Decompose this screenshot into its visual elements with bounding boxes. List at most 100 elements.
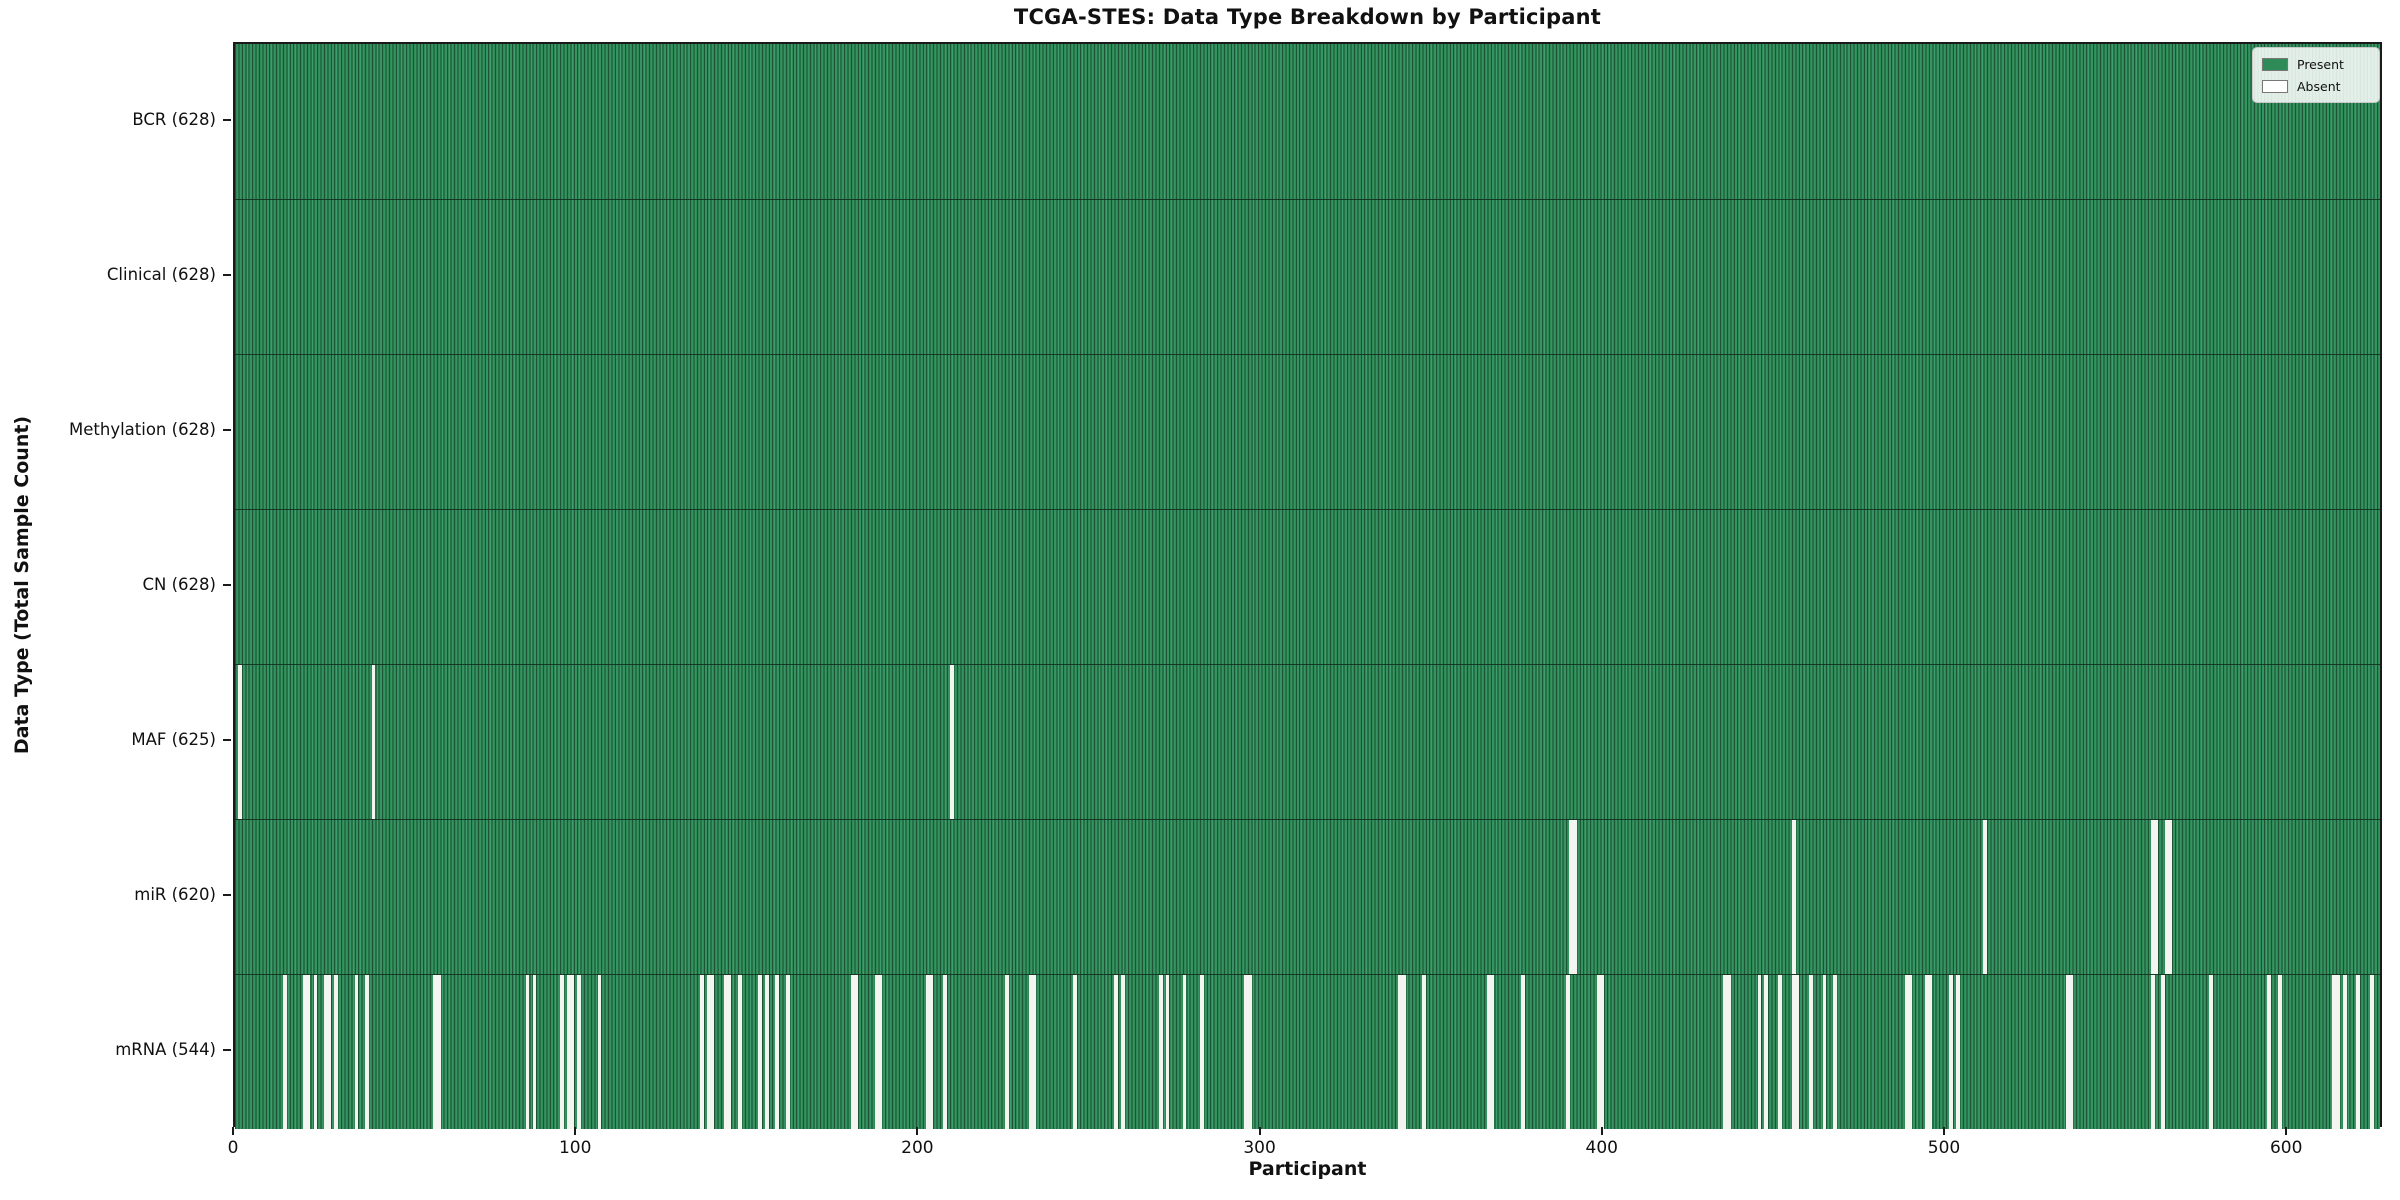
absent-stripe [727,975,732,1129]
y-tick-label-mRNA: mRNA (544) [115,1039,216,1059]
absent-stripe [785,975,790,1129]
x-tick-label-200: 200 [901,1138,934,1158]
absent-stripe [2332,975,2337,1129]
absent-stripe [737,975,742,1129]
row-band-Clinical [235,199,2380,354]
absent-stripe [1158,975,1163,1129]
absent-stripe [1904,975,1909,1129]
y-tick-label-MAF: MAF (625) [131,729,216,749]
row-band-miR [235,819,2380,974]
y-tick-label-Methylation: Methylation (628) [69,419,216,439]
row-band-BCR [235,44,2380,199]
absent-stripe [436,975,441,1129]
absent-stripe [597,975,602,1129]
absent-stripe [1565,975,1570,1129]
y-tick [223,273,231,276]
row-band-Methylation [235,354,2380,509]
absent-stripe [323,975,328,1129]
absent-stripe [1032,975,1036,1129]
absent-stripe [1247,975,1252,1129]
x-tick-label-500: 500 [1927,1138,1961,1158]
absent-stripe [364,975,369,1129]
absent-stripe [707,975,711,1129]
absent-stripe [1908,975,1912,1129]
absent-stripe [2154,820,2159,974]
x-tick [1600,1127,1603,1135]
absent-stripe [1165,975,1170,1129]
absent-stripe [1521,975,1526,1129]
absent-stripe [1757,975,1762,1129]
row-band-mRNA [235,974,2380,1129]
absent-stripe [282,975,287,1129]
absent-stripe [2151,975,2155,1129]
absent-stripe [2335,975,2340,1129]
absent-stripe [306,975,311,1129]
legend: Present Absent [2252,47,2380,103]
absent-stripe [570,975,574,1129]
absent-stripe [850,975,855,1129]
y-tick [223,428,231,431]
x-tick [2285,1127,2288,1135]
absent-stripe [1949,975,1954,1129]
absent-stripe [1723,975,1728,1129]
absent-stripe [2267,975,2272,1129]
x-tick [1258,1127,1261,1135]
absent-stripe [1795,975,1800,1129]
absent-stripe [1572,820,1577,974]
x-tick-label-600: 600 [2269,1138,2303,1158]
absent-stripe [1764,975,1769,1129]
absent-stripe [2342,975,2347,1129]
absent-stripe [2068,975,2073,1129]
y-tick [223,118,231,121]
x-tick-label-0: 0 [227,1138,239,1158]
y-tick [223,893,231,896]
absent-stripe [929,975,934,1129]
absent-stripe [1596,975,1601,1129]
absent-stripe [566,975,571,1129]
absent-stripe [576,975,581,1129]
absent-stripe [878,975,882,1129]
absent-stripe [1121,975,1125,1129]
absent-stripe [765,975,770,1129]
absent-stripe [2065,975,2070,1129]
absent-stripe [1726,975,1731,1129]
absent-stripe [1928,975,1933,1129]
chart-title: TCGA-STES: Data Type Breakdown by Partic… [1013,5,1602,29]
absent-stripe [2277,975,2282,1129]
x-tick-label-400: 400 [1585,1138,1618,1158]
present-swatch-icon [2262,57,2288,71]
absent-stripe [1199,975,1204,1129]
absent-stripe [1569,820,1574,974]
absent-stripe [943,975,947,1129]
absent-stripe [1114,975,1119,1129]
absent-stripe [1028,975,1033,1129]
legend-item-absent: Absent [2262,75,2370,97]
y-tick-label-miR: miR (620) [134,884,216,904]
absent-stripe [559,975,564,1129]
absent-stripe [1925,975,1930,1129]
x-tick [574,1127,577,1135]
absent-stripe [1832,975,1837,1129]
absent-stripe [1004,975,1009,1129]
absent-stripe [1401,975,1406,1129]
y-tick [223,738,231,741]
absent-stripe [2151,820,2155,974]
absent-stripe [2161,975,2166,1129]
x-tick [232,1127,234,1135]
absent-stripe [2164,820,2169,974]
legend-label-absent: Absent [2297,78,2341,94]
y-tick [223,583,231,586]
absent-stripe [313,975,318,1129]
row-band-CN [235,509,2380,664]
absent-stripe [874,975,879,1129]
absent-stripe [710,975,715,1129]
absent-stripe [433,975,438,1129]
absent-stripe [1822,975,1827,1129]
legend-item-present: Present [2262,53,2370,75]
y-tick-label-BCR: BCR (628) [132,109,216,129]
y-tick-label-Clinical: Clinical (628) [106,264,216,284]
absent-stripe [532,975,537,1129]
legend-label-present: Present [2297,56,2344,72]
absent-stripe [926,975,930,1129]
absent-stripe [525,975,530,1129]
